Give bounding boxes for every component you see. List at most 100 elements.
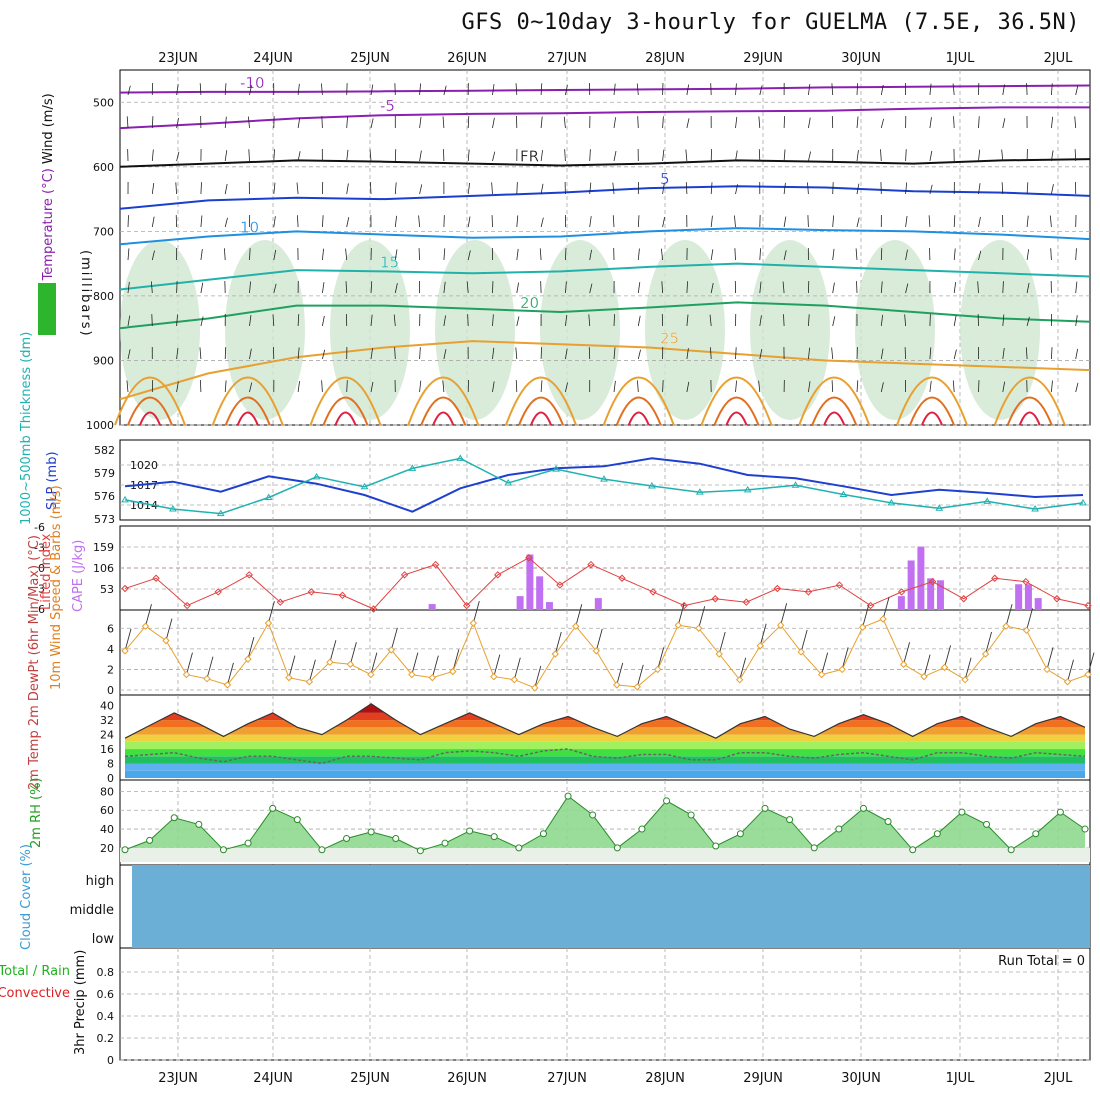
cape-bar	[594, 598, 602, 610]
rh-marker	[1032, 830, 1040, 838]
wind-barb	[735, 347, 737, 360]
surface-wind-barb	[349, 642, 357, 665]
wind-speed-marker	[305, 678, 314, 686]
lifted-index-marker	[618, 574, 626, 582]
rh-shade	[750, 240, 830, 420]
wind-barb	[321, 380, 323, 393]
wind-barb	[1026, 316, 1030, 327]
wind-barb	[249, 382, 253, 393]
wind-speed-marker	[674, 621, 682, 629]
rh-marker	[1056, 808, 1064, 816]
wind-barb	[565, 314, 568, 327]
surface-wind-barb	[308, 659, 316, 682]
rh-tick: 40	[100, 823, 114, 836]
isotherm-label: -10	[240, 74, 265, 92]
lifted-index-marker	[835, 581, 844, 589]
wind-barb	[1001, 182, 1004, 195]
wind-barb	[322, 282, 325, 294]
wind-speed-marker	[940, 663, 949, 672]
lifted-index-marker	[183, 601, 191, 610]
wind-speed-marker	[408, 670, 416, 679]
rh-marker	[269, 804, 277, 812]
wind-barb	[637, 215, 640, 228]
wind-barb	[370, 381, 374, 393]
wind-barb	[662, 149, 665, 162]
wind-barb	[759, 315, 762, 327]
wind-barb	[783, 116, 786, 129]
wind-barb	[297, 314, 300, 327]
wind-barb	[808, 151, 812, 162]
precip-legend-convective: Convective	[0, 986, 70, 1001]
date-label-bottom: 24JUN	[253, 1071, 293, 1086]
wind-barb	[273, 283, 277, 294]
rh-marker	[933, 830, 941, 838]
lifted-index-marker	[338, 591, 347, 600]
wind-speed-marker	[1022, 626, 1031, 635]
wind-barb	[151, 314, 153, 327]
wind-speed-marker	[981, 650, 990, 658]
wind-barb	[662, 183, 665, 195]
wind-barb	[953, 116, 955, 129]
wind-barb	[346, 149, 349, 162]
rh-marker	[170, 814, 178, 822]
surface-wind-barb	[636, 664, 644, 688]
wind-speed-marker	[162, 636, 170, 645]
lifted-index-tick: 0	[38, 562, 45, 575]
wind-barb	[565, 84, 568, 96]
wind-speed-marker	[654, 665, 662, 674]
wind-speed-marker	[551, 650, 559, 658]
wind-barb	[613, 117, 617, 129]
wind-barb	[224, 116, 227, 129]
cloud-level-label: middle	[70, 903, 114, 918]
wind-barb	[127, 315, 131, 327]
wind-barb	[661, 248, 663, 261]
wind-barb	[662, 216, 666, 228]
date-label-top: 24JUN	[253, 51, 293, 66]
warm-isotherm	[505, 376, 577, 426]
rh-marker	[490, 833, 498, 841]
wind-barb	[1051, 83, 1053, 96]
wind-barb	[565, 382, 568, 393]
date-label-bottom: 1JUL	[946, 1071, 976, 1086]
pressure-tick: 900	[93, 354, 114, 367]
wind-speed-marker	[613, 681, 621, 689]
wind-speed-line	[124, 618, 1089, 689]
surface-wind-barb	[390, 627, 398, 651]
wind-barb	[686, 314, 689, 327]
rh-marker	[564, 792, 572, 800]
wind-barb	[443, 281, 446, 294]
surface-wind-barb	[554, 631, 562, 655]
thickness-marker	[408, 464, 417, 471]
wind-barb	[832, 248, 835, 261]
hot-isotherm	[432, 411, 455, 426]
wind-barb	[563, 116, 566, 129]
surface-wind-barb	[616, 662, 624, 685]
wind-barb	[442, 116, 445, 129]
date-label-bottom: 2JUL	[1044, 1071, 1074, 1086]
lifted-index-tick: -6	[34, 521, 45, 534]
wind-barb	[977, 281, 979, 294]
wind-barb	[735, 83, 737, 96]
cape-bar	[1034, 598, 1042, 610]
surface-wind-barb	[862, 605, 870, 628]
lifted-index-marker	[711, 595, 719, 603]
wind-barb	[905, 249, 908, 261]
wind-barb	[176, 151, 180, 162]
wind-barb	[613, 150, 617, 162]
wind-barb	[127, 85, 131, 96]
wind-speed-marker	[1063, 678, 1072, 686]
wind-barb	[419, 116, 422, 129]
rh-marker	[293, 816, 301, 824]
wind-tick: 4	[107, 643, 114, 656]
wind-barb	[443, 315, 446, 327]
rh-marker	[318, 846, 326, 854]
wind-barb	[880, 281, 883, 294]
wind-barb	[1051, 150, 1054, 162]
wind-barb	[297, 215, 299, 228]
rh-marker	[909, 846, 917, 854]
lifted-index-ylabel: Lifted Index	[39, 533, 54, 610]
thickness-marker	[456, 454, 465, 461]
wind-barb	[759, 348, 763, 360]
isotherm-line	[119, 227, 1091, 246]
cape-tick: 159	[93, 541, 114, 554]
